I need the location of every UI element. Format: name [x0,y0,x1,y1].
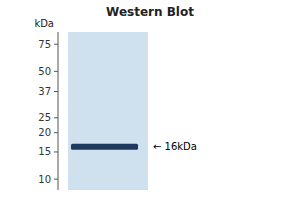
y-tick-label: 10 [38,174,51,185]
y-axis-label: kDa [34,18,54,29]
y-tick [54,91,58,92]
marks [71,144,138,150]
y-tick-label: 37 [38,86,51,97]
y-tick [54,179,58,180]
y-tick [54,71,58,72]
chart: Western Blot kDa 75 50 37 25 20 15 10 ← 16kDa [0,0,300,200]
y-tick [54,151,58,152]
y-tick [54,132,58,133]
y-tick-label: 20 [38,127,51,138]
y-tick [54,117,58,118]
y-tick-label: 75 [38,39,51,50]
y-tick [54,44,58,45]
gel-lane [68,32,148,190]
chart-container: Western Blot kDa 75 50 37 25 20 15 10 ← 16kDa [0,0,300,200]
title: Western Blot [106,5,194,19]
y-tick-label: 25 [38,112,51,123]
y-tick-label: 15 [38,146,51,157]
protein-band [71,144,138,150]
y-tick-label: 50 [38,66,51,77]
annotation: ← 16kDa [153,141,197,152]
y-axis-line [58,32,59,190]
